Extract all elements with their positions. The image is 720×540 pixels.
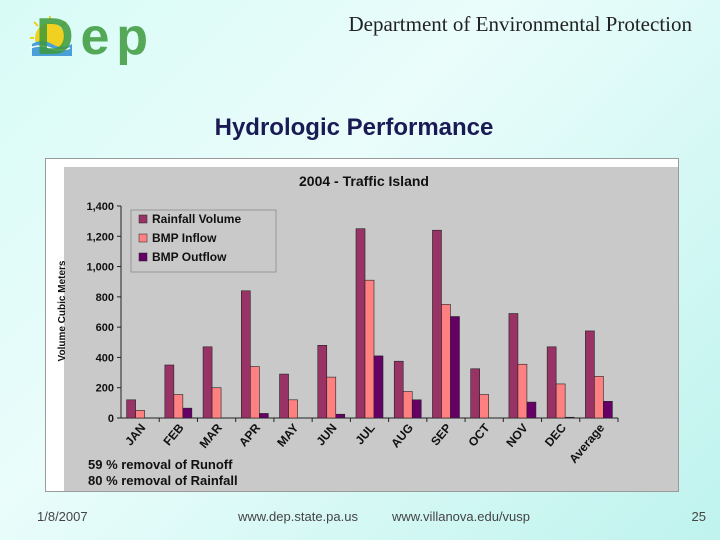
bar [470,368,480,419]
bar [546,346,557,419]
footer-url-dep[interactable]: www.dep.state.pa.us [238,509,358,524]
bar [335,413,346,419]
bar [555,383,566,419]
bar [288,399,298,419]
y-tick-label: 1,200 [86,231,114,243]
footer-date: 1/8/2007 [37,509,88,524]
legend-swatch [138,214,148,224]
bar [603,401,613,419]
organization-title: Department of Environmental Protection [348,12,693,36]
bar [479,394,489,419]
bar [317,345,328,419]
bar [594,376,604,419]
bar [441,304,451,419]
chart-annotation: 59 % removal of Runoff [88,457,233,472]
bar [585,330,595,419]
bar [164,364,175,419]
chart-panel: 2004 - Traffic Island Volume Cubic Meter… [45,158,679,492]
bar [411,399,422,419]
bar [259,413,269,419]
bar [182,407,193,419]
bar [432,229,442,419]
chart-title: 2004 - Traffic Island [299,173,429,189]
footer-url-villanova[interactable]: www.villanova.edu/vusp [392,509,531,524]
bar [211,387,222,419]
bar [402,391,413,419]
page-number: 25 [691,509,706,524]
bar [450,316,460,419]
legend-box [130,209,277,273]
svg-text:Dep: Dep [36,8,148,66]
legend-label: Rainfall Volume [152,212,241,226]
bar [173,394,184,419]
y-tick-label: 0 [108,413,114,425]
dep-logo: Dep [30,8,148,66]
legend-label: BMP Inflow [152,231,217,245]
bar [279,373,289,419]
chart-header-band [64,167,678,195]
bar [126,399,136,419]
y-axis-label: Volume Cubic Meters [57,260,68,361]
bar [355,228,366,419]
bar [250,366,260,419]
bar [508,313,519,419]
chart-annotation: 80 % removal of Rainfall [88,473,238,488]
bar [564,416,575,419]
bar [241,290,251,419]
bar [526,401,537,419]
y-tick-label: 400 [96,352,114,364]
slide-title: Hydrologic Performance [214,114,494,141]
y-tick-label: 800 [96,292,114,304]
legend-swatch [138,252,148,262]
bar [364,279,375,419]
bar [326,376,337,419]
bar [202,346,213,419]
y-tick-label: 200 [96,383,114,395]
y-tick-label: 600 [96,322,114,334]
legend-swatch [138,233,148,243]
bar-chart: 2004 - Traffic Island Volume Cubic Meter… [57,167,678,491]
bar [373,355,384,419]
y-tick-label: 1,000 [86,262,114,274]
bar [393,360,404,419]
y-tick-label: 1,400 [86,201,114,213]
bar [135,410,145,419]
bar [517,363,528,419]
legend-label: BMP Outflow [152,250,227,264]
